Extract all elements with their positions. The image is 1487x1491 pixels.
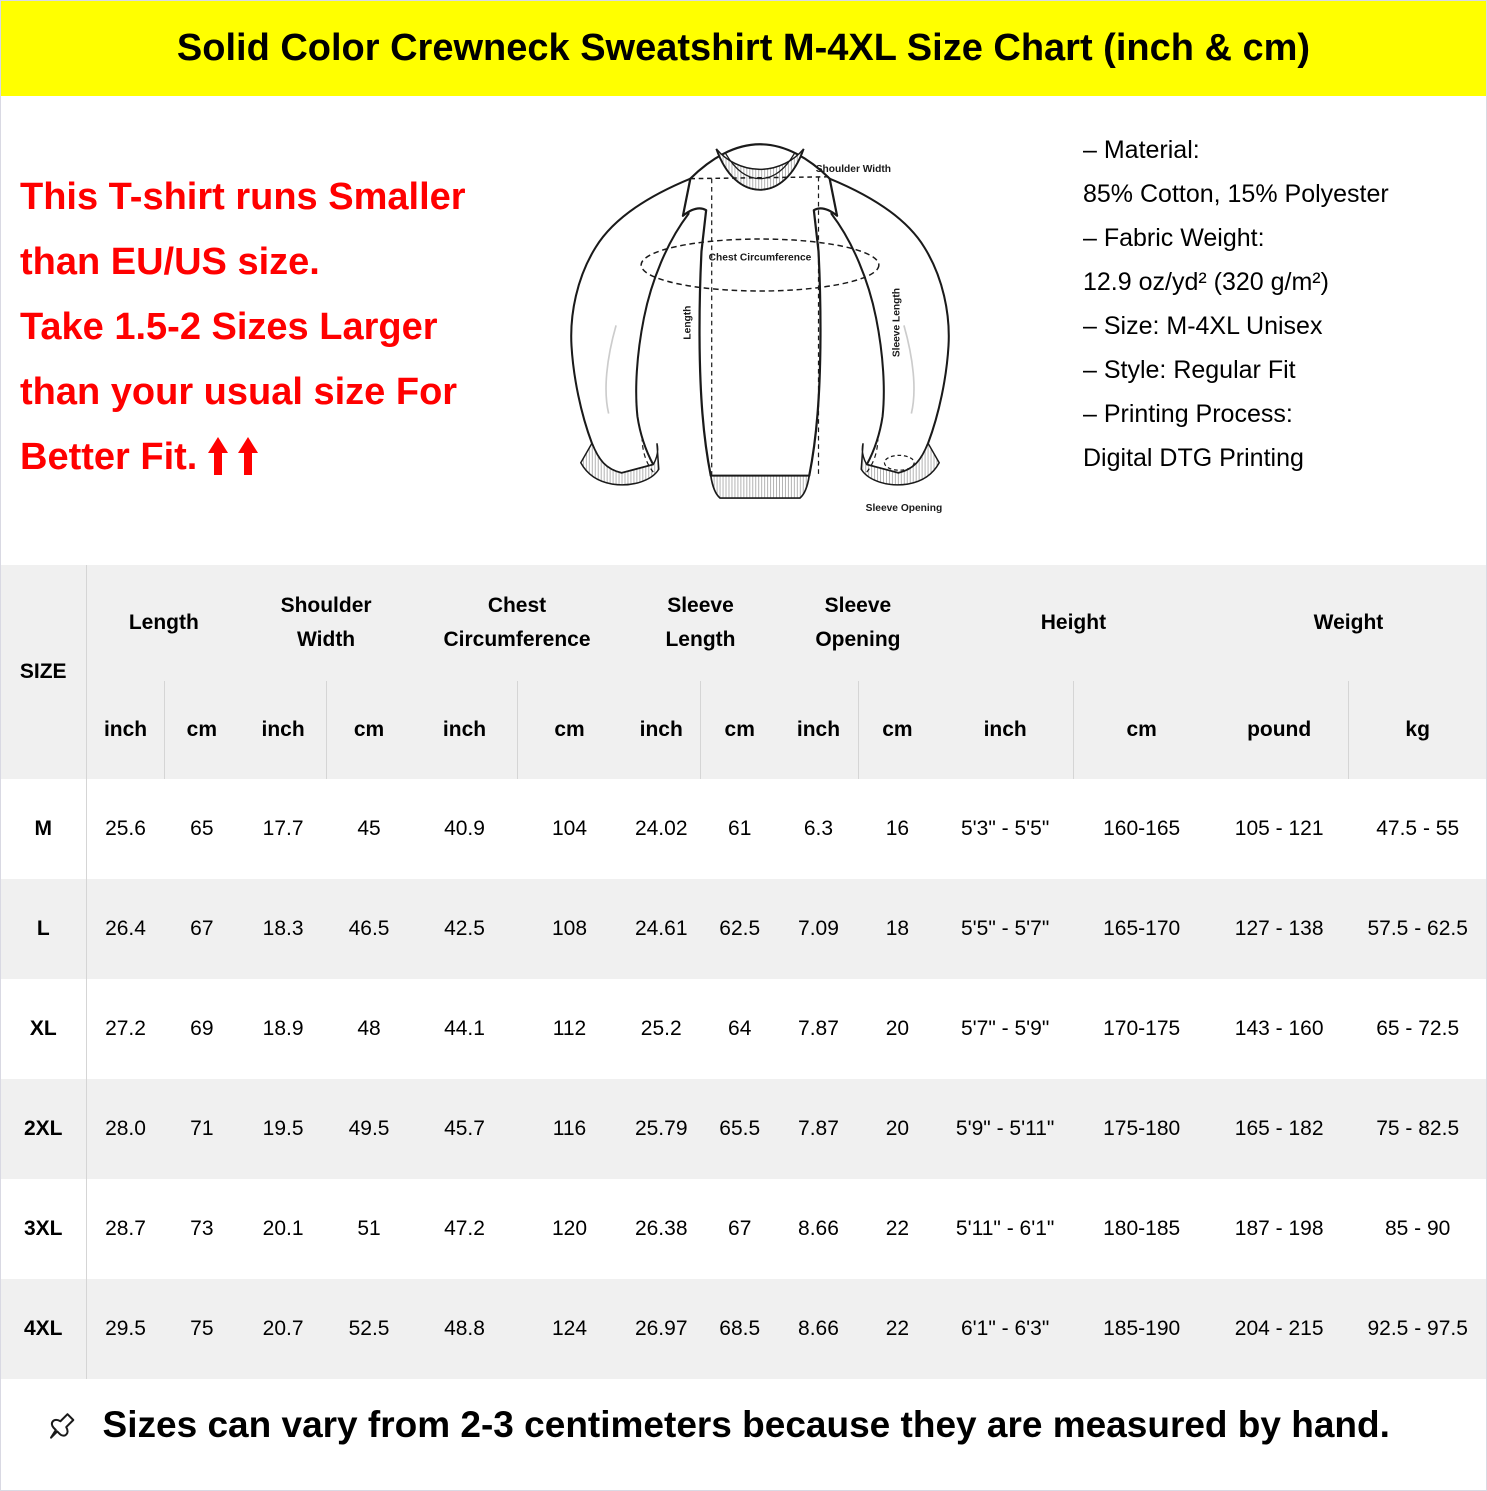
svg-text:Sleeve Opening: Sleeve Opening	[866, 503, 943, 514]
svg-text:Shoulder Width: Shoulder Width	[816, 164, 891, 175]
svg-text:Sleeve Length: Sleeve Length	[891, 288, 902, 357]
svg-text:Length: Length	[682, 306, 693, 340]
svg-text:Chest Circumference: Chest Circumference	[709, 252, 812, 263]
